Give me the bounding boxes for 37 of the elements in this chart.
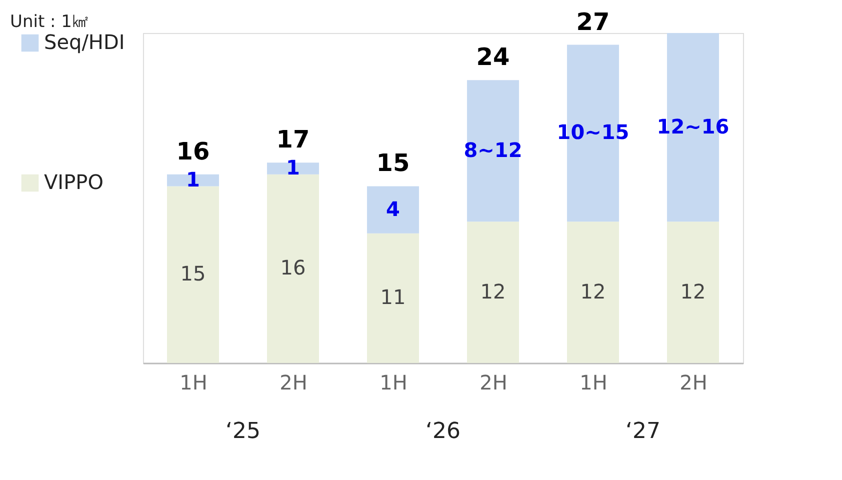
data-label: 1 xyxy=(186,167,200,192)
text: ‘27 xyxy=(626,419,660,444)
x-tick-label: 2H xyxy=(480,370,508,394)
x-tick-label: 1H xyxy=(580,370,608,394)
bar xyxy=(567,222,619,363)
bar xyxy=(667,222,719,363)
total-label: 27 xyxy=(576,8,610,36)
data-label: 1 xyxy=(286,156,300,180)
text: ‘26 xyxy=(426,419,460,444)
x-tick-label: 1H xyxy=(180,370,208,394)
data-label: 16 xyxy=(280,256,306,280)
data-label: 8~12 xyxy=(464,138,522,162)
data-label: 12 xyxy=(680,279,706,304)
x-tick-label: 2H xyxy=(280,370,308,394)
x-tick-label: 1H xyxy=(380,370,408,394)
bar xyxy=(367,186,419,234)
total-label: 15 xyxy=(376,149,410,178)
bar xyxy=(467,80,519,222)
data-label: 12 xyxy=(480,279,506,304)
data-label: 15 xyxy=(180,262,206,286)
total-label: 24 xyxy=(476,43,510,72)
total-label: 16 xyxy=(176,137,210,166)
total-label: 17 xyxy=(276,126,310,154)
data-label: 11 xyxy=(380,285,406,310)
bar xyxy=(467,222,519,363)
bar xyxy=(167,186,219,363)
x-tick-label: 2H xyxy=(680,370,708,394)
data-label: 12~16 xyxy=(656,114,730,138)
data-label: 10~15 xyxy=(556,120,630,144)
chart-subtitle: Unit : 1㎢ xyxy=(10,12,89,32)
bar xyxy=(367,233,419,363)
legend-label: VIPPO xyxy=(44,170,104,194)
text: ‘25 xyxy=(226,419,260,444)
data-label: 4 xyxy=(386,196,400,221)
bar xyxy=(267,174,319,363)
data-label: 12 xyxy=(580,279,606,304)
legend-label: Seq/HDI xyxy=(44,30,125,54)
